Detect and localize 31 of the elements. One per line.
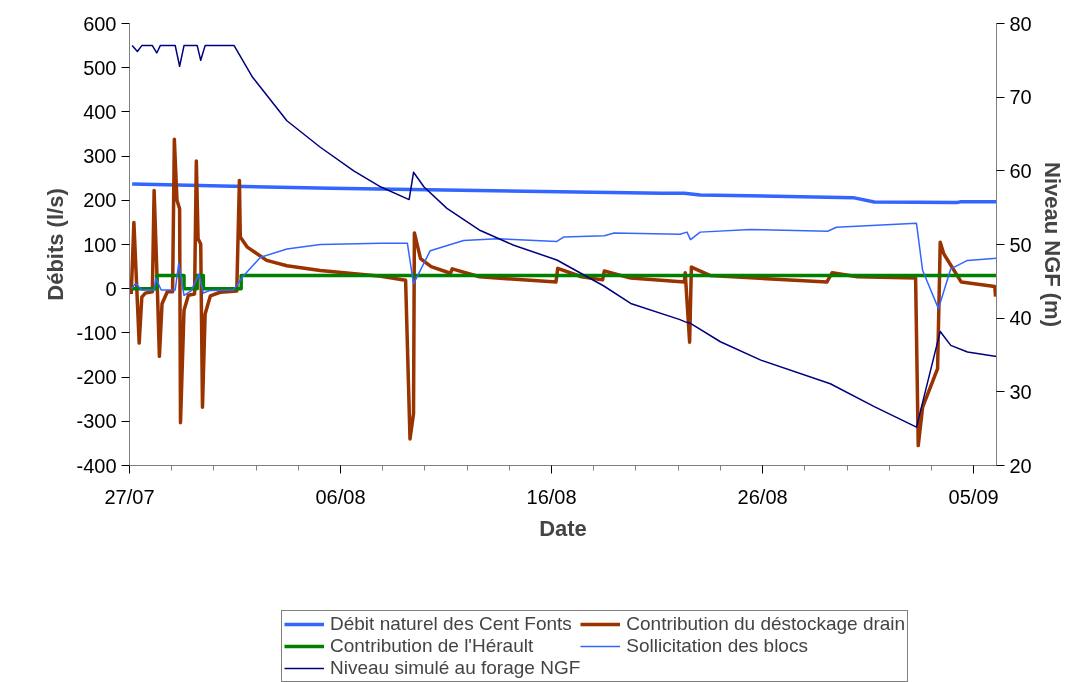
y-axis-title: Débits (l/s)	[43, 188, 69, 301]
y2-tick-label: 40	[1009, 307, 1032, 330]
x-tick-label: 16/08	[526, 485, 577, 508]
y-tick-label: -300	[76, 410, 117, 433]
x-tick-label: 26/08	[737, 485, 788, 508]
y-tick-label: 200	[83, 189, 117, 212]
y2-axis-title: Niveau NGF (m)	[1039, 161, 1065, 328]
x-axis-title: Date	[539, 515, 587, 541]
y2-tick-label: 70	[1009, 86, 1032, 109]
y2-tick-label: 50	[1009, 233, 1032, 256]
y2-tick-label: 30	[1009, 380, 1032, 403]
y-tick-label: 0	[105, 277, 117, 300]
y-tick-label: 400	[83, 100, 117, 123]
y-tick-label: -400	[76, 454, 117, 477]
y2-tick-label: 80	[1009, 12, 1032, 35]
legend-label: Débit naturel des Cent Fonts	[330, 613, 572, 635]
x-tick-label: 06/08	[315, 485, 366, 508]
y-tick-label: 500	[83, 56, 117, 79]
legend-label: Niveau simulé au forage NGF	[330, 657, 581, 679]
y-tick-label: 600	[83, 12, 117, 35]
y-tick-label: -100	[76, 321, 117, 344]
y-tick-label: -200	[76, 366, 117, 389]
y-tick-label: 100	[83, 233, 117, 256]
y2-tick-label: 20	[1009, 454, 1032, 477]
y-tick-label: 300	[83, 145, 117, 168]
legend-label: Sollicitation des blocs	[626, 635, 808, 657]
legend-label: Contribution de l'Hérault	[330, 635, 534, 657]
legend-label: Contribution du déstockage drain	[626, 613, 906, 635]
x-tick-label: 05/09	[948, 485, 999, 508]
y2-tick-label: 60	[1009, 159, 1032, 182]
x-tick-label: 27/07	[104, 485, 155, 508]
